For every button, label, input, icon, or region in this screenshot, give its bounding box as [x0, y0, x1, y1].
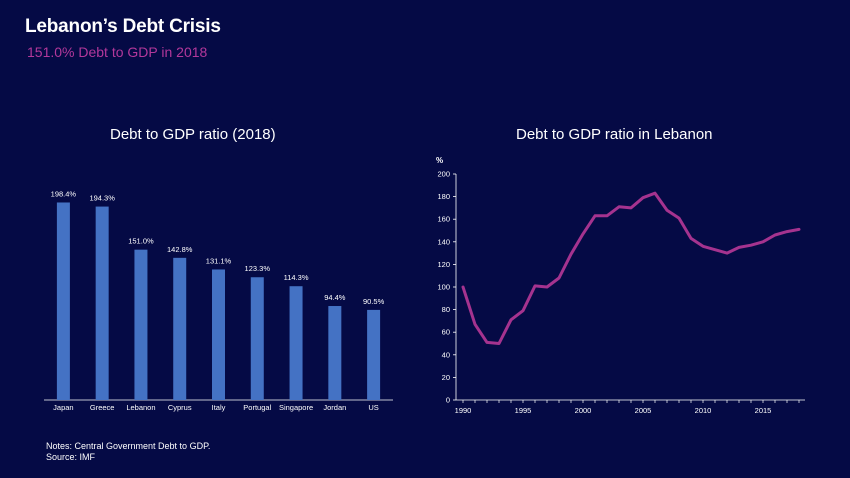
- bar-us: [367, 309, 381, 400]
- bar-data-label: 114.3%: [284, 273, 309, 282]
- notes: Notes: Central Government Debt to GDP. S…: [46, 441, 210, 463]
- bar-data-label: 142.8%: [167, 245, 193, 254]
- x-tick-label: 2015: [755, 406, 772, 415]
- bar-category-label: Japan: [53, 403, 73, 412]
- bar-data-label: 94.4%: [324, 293, 346, 302]
- bar-japan: [56, 202, 70, 400]
- bar-category-label: Greece: [90, 403, 115, 412]
- page-title: Lebanon’s Debt Crisis: [25, 16, 221, 37]
- x-tick-label: 1990: [455, 406, 472, 415]
- bar-category-label: Cyprus: [168, 403, 192, 412]
- bar-category-label: Italy: [212, 403, 226, 412]
- x-tick-label: 2010: [695, 406, 712, 415]
- bar-italy: [212, 269, 225, 400]
- bar-category-label: US: [368, 403, 378, 412]
- page-subtitle: 151.0% Debt to GDP in 2018: [27, 44, 208, 60]
- bar-data-label: 123.3%: [245, 264, 271, 273]
- x-tick-label: 2000: [575, 406, 592, 415]
- bar-lebanon: [134, 249, 148, 400]
- y-axis-unit-label: %: [436, 156, 443, 165]
- y-tick-label: 0: [446, 396, 450, 405]
- source-text: Source: IMF: [46, 452, 96, 462]
- bar-data-label: 90.5%: [363, 297, 385, 306]
- y-tick-label: 140: [437, 237, 450, 246]
- bar-jordan: [328, 306, 342, 400]
- bar-category-label: Lebanon: [126, 403, 155, 412]
- y-tick-label: 100: [437, 283, 450, 292]
- x-tick-label: 2005: [635, 406, 652, 415]
- y-tick-label: 80: [442, 305, 450, 314]
- bar-category-label: Jordan: [323, 403, 346, 412]
- bar-category-label: Singapore: [279, 403, 313, 412]
- bar-portugal: [250, 277, 264, 400]
- y-tick-label: 60: [442, 328, 450, 337]
- y-tick-label: 120: [437, 260, 450, 269]
- y-tick-label: 180: [437, 192, 450, 201]
- bar-data-label: 194.3%: [89, 194, 115, 203]
- debt-series-line: [461, 191, 801, 345]
- bar-cyprus: [173, 257, 187, 400]
- bar-singapore: [289, 286, 303, 400]
- bar-data-label: 198.4%: [51, 189, 77, 198]
- bar-chart-title: Debt to GDP ratio (2018): [110, 126, 276, 143]
- y-tick-label: 160: [437, 215, 450, 224]
- x-tick-label: 1995: [515, 406, 532, 415]
- y-tick-label: 20: [442, 373, 450, 382]
- bar-data-label: 151.0%: [128, 237, 154, 246]
- bar-greece: [95, 206, 109, 400]
- y-tick-label: 40: [442, 350, 450, 359]
- notes-text: Notes: Central Government Debt to GDP.: [46, 441, 211, 451]
- bar-data-label: 131.1%: [206, 256, 232, 265]
- line-chart-title: Debt to GDP ratio in Lebanon: [516, 126, 713, 143]
- y-tick-label: 200: [437, 170, 450, 179]
- bar-category-label: Portugal: [243, 403, 271, 412]
